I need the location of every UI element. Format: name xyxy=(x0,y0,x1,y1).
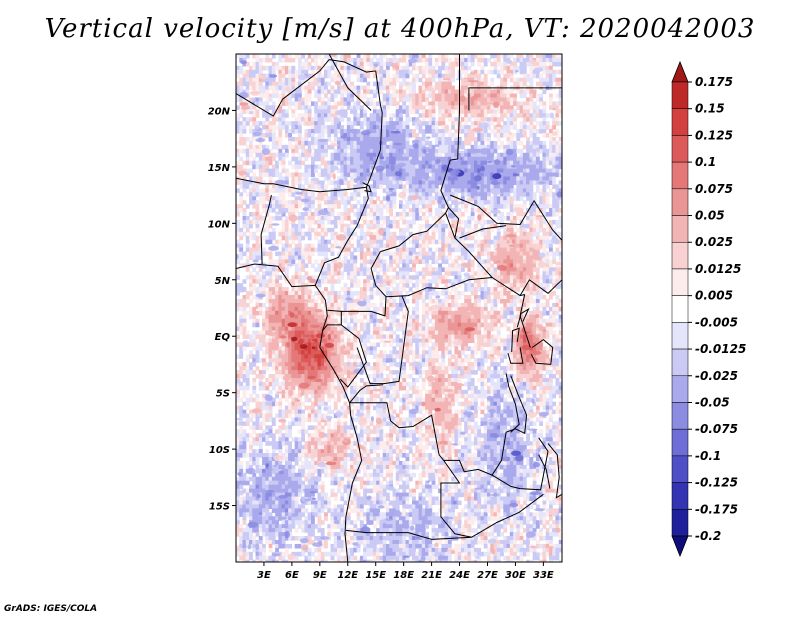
lat-tick-label: 10N xyxy=(208,219,231,230)
colorbar-swatch xyxy=(671,241,689,270)
vertical-velocity-field xyxy=(236,54,562,562)
colorbar-label: -0.125 xyxy=(695,476,738,490)
lon-tick-label: 18E xyxy=(393,570,414,581)
colorbar-swatch xyxy=(671,455,689,483)
lat-tick-label: 5S xyxy=(216,389,230,400)
colorbar-swatch xyxy=(671,295,689,323)
colorbar-label: -0.0125 xyxy=(695,342,746,356)
lon-tick-label: 33E xyxy=(533,570,554,581)
colorbar-label: 0.025 xyxy=(695,235,733,249)
colorbar-label: 0.175 xyxy=(695,75,733,89)
colorbar-min-arrow xyxy=(671,535,689,558)
lon-tick-label: 30E xyxy=(505,570,526,581)
colorbar-label: 0.15 xyxy=(695,102,725,116)
colorbar-swatch xyxy=(671,375,689,403)
colorbar-label: 0.005 xyxy=(695,289,733,303)
lat-tick-label: 10S xyxy=(209,445,230,456)
lon-tick-label: 15E xyxy=(365,570,386,581)
lon-tick-label: 3E xyxy=(257,570,271,581)
colorbar-swatch xyxy=(671,268,689,296)
colorbar-swatch xyxy=(671,348,689,377)
map-title: Vertical velocity [m/s] at 400hPa, VT: 2… xyxy=(44,14,756,44)
colorbar-label: -0.2 xyxy=(695,529,721,543)
lon-tick-label: 6E xyxy=(285,570,299,581)
country-borders xyxy=(236,54,562,562)
lat-tick-label: 20N xyxy=(208,106,231,117)
latitude-axis: 20N 15N 10N 5N EQ 5S 10S 15S xyxy=(208,106,236,513)
lat-tick-label: 5N xyxy=(215,276,231,287)
colorbar-label: 0.125 xyxy=(695,128,733,142)
colorbar-label: 0.075 xyxy=(695,182,733,196)
colorbar-label: 0.1 xyxy=(695,155,716,169)
colorbar-label: 0.0125 xyxy=(695,262,741,276)
colorbar-swatch xyxy=(671,482,689,510)
colorbar-swatch xyxy=(671,135,689,163)
colorbar-label: -0.005 xyxy=(695,315,738,329)
colorbar-swatch xyxy=(671,509,689,537)
lat-tick-label: 15N xyxy=(208,163,231,174)
colorbar-label: -0.175 xyxy=(695,502,738,516)
lon-tick-label: 24E xyxy=(449,570,470,581)
colorbar-label: -0.1 xyxy=(695,449,721,463)
colorbar-swatch xyxy=(671,81,689,109)
lon-tick-label: 9E xyxy=(313,570,327,581)
longitude-axis: 3E 6E 9E 12E 15E 18E 21E 24E 27E 30E 33E xyxy=(257,562,554,581)
lon-tick-label: 27E xyxy=(477,570,498,581)
lon-tick-label: 12E xyxy=(337,570,358,581)
colorbar-label: -0.025 xyxy=(695,369,738,383)
colorbar-swatch xyxy=(671,188,689,216)
colorbar-swatch xyxy=(671,428,689,457)
colorbar-swatch xyxy=(671,215,689,243)
lat-tick-label: EQ xyxy=(215,332,231,343)
colorbar: 0.175 0.15 0.125 0.1 0.075 0.05 0.025 0.0125 0.0… xyxy=(671,60,746,558)
grads-credit: GrADS: IGES/COLA xyxy=(4,604,98,614)
colorbar-label: 0.05 xyxy=(695,209,725,223)
colorbar-swatch xyxy=(671,108,689,136)
colorbar-label: -0.075 xyxy=(695,422,738,436)
colorbar-max-arrow xyxy=(671,60,689,83)
map-frame xyxy=(235,53,563,563)
colorbar-swatch xyxy=(671,402,689,430)
colorbar-label: -0.05 xyxy=(695,395,730,409)
colorbar-swatch xyxy=(671,322,689,350)
lat-tick-label: 15S xyxy=(209,502,230,513)
colorbar-swatch xyxy=(671,161,689,190)
lon-tick-label: 21E xyxy=(421,570,442,581)
